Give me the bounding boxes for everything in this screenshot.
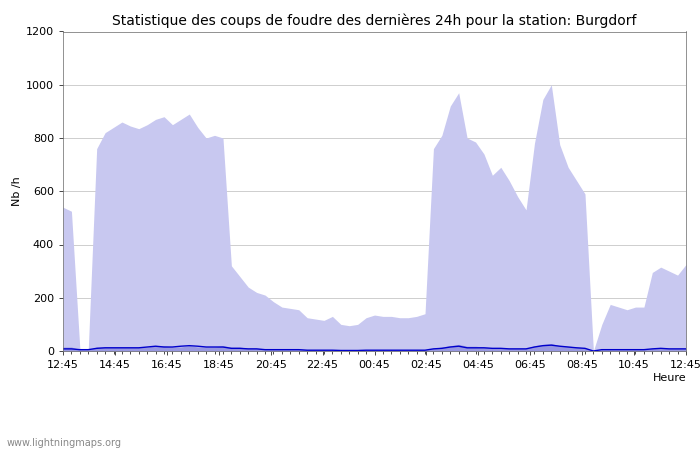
Title: Statistique des coups de foudre des dernières 24h pour la station: Burgdorf: Statistique des coups de foudre des dern… — [112, 13, 637, 27]
Text: www.lightningmaps.org: www.lightningmaps.org — [7, 438, 122, 448]
Y-axis label: Nb /h: Nb /h — [12, 176, 22, 206]
X-axis label: Heure: Heure — [652, 373, 686, 383]
